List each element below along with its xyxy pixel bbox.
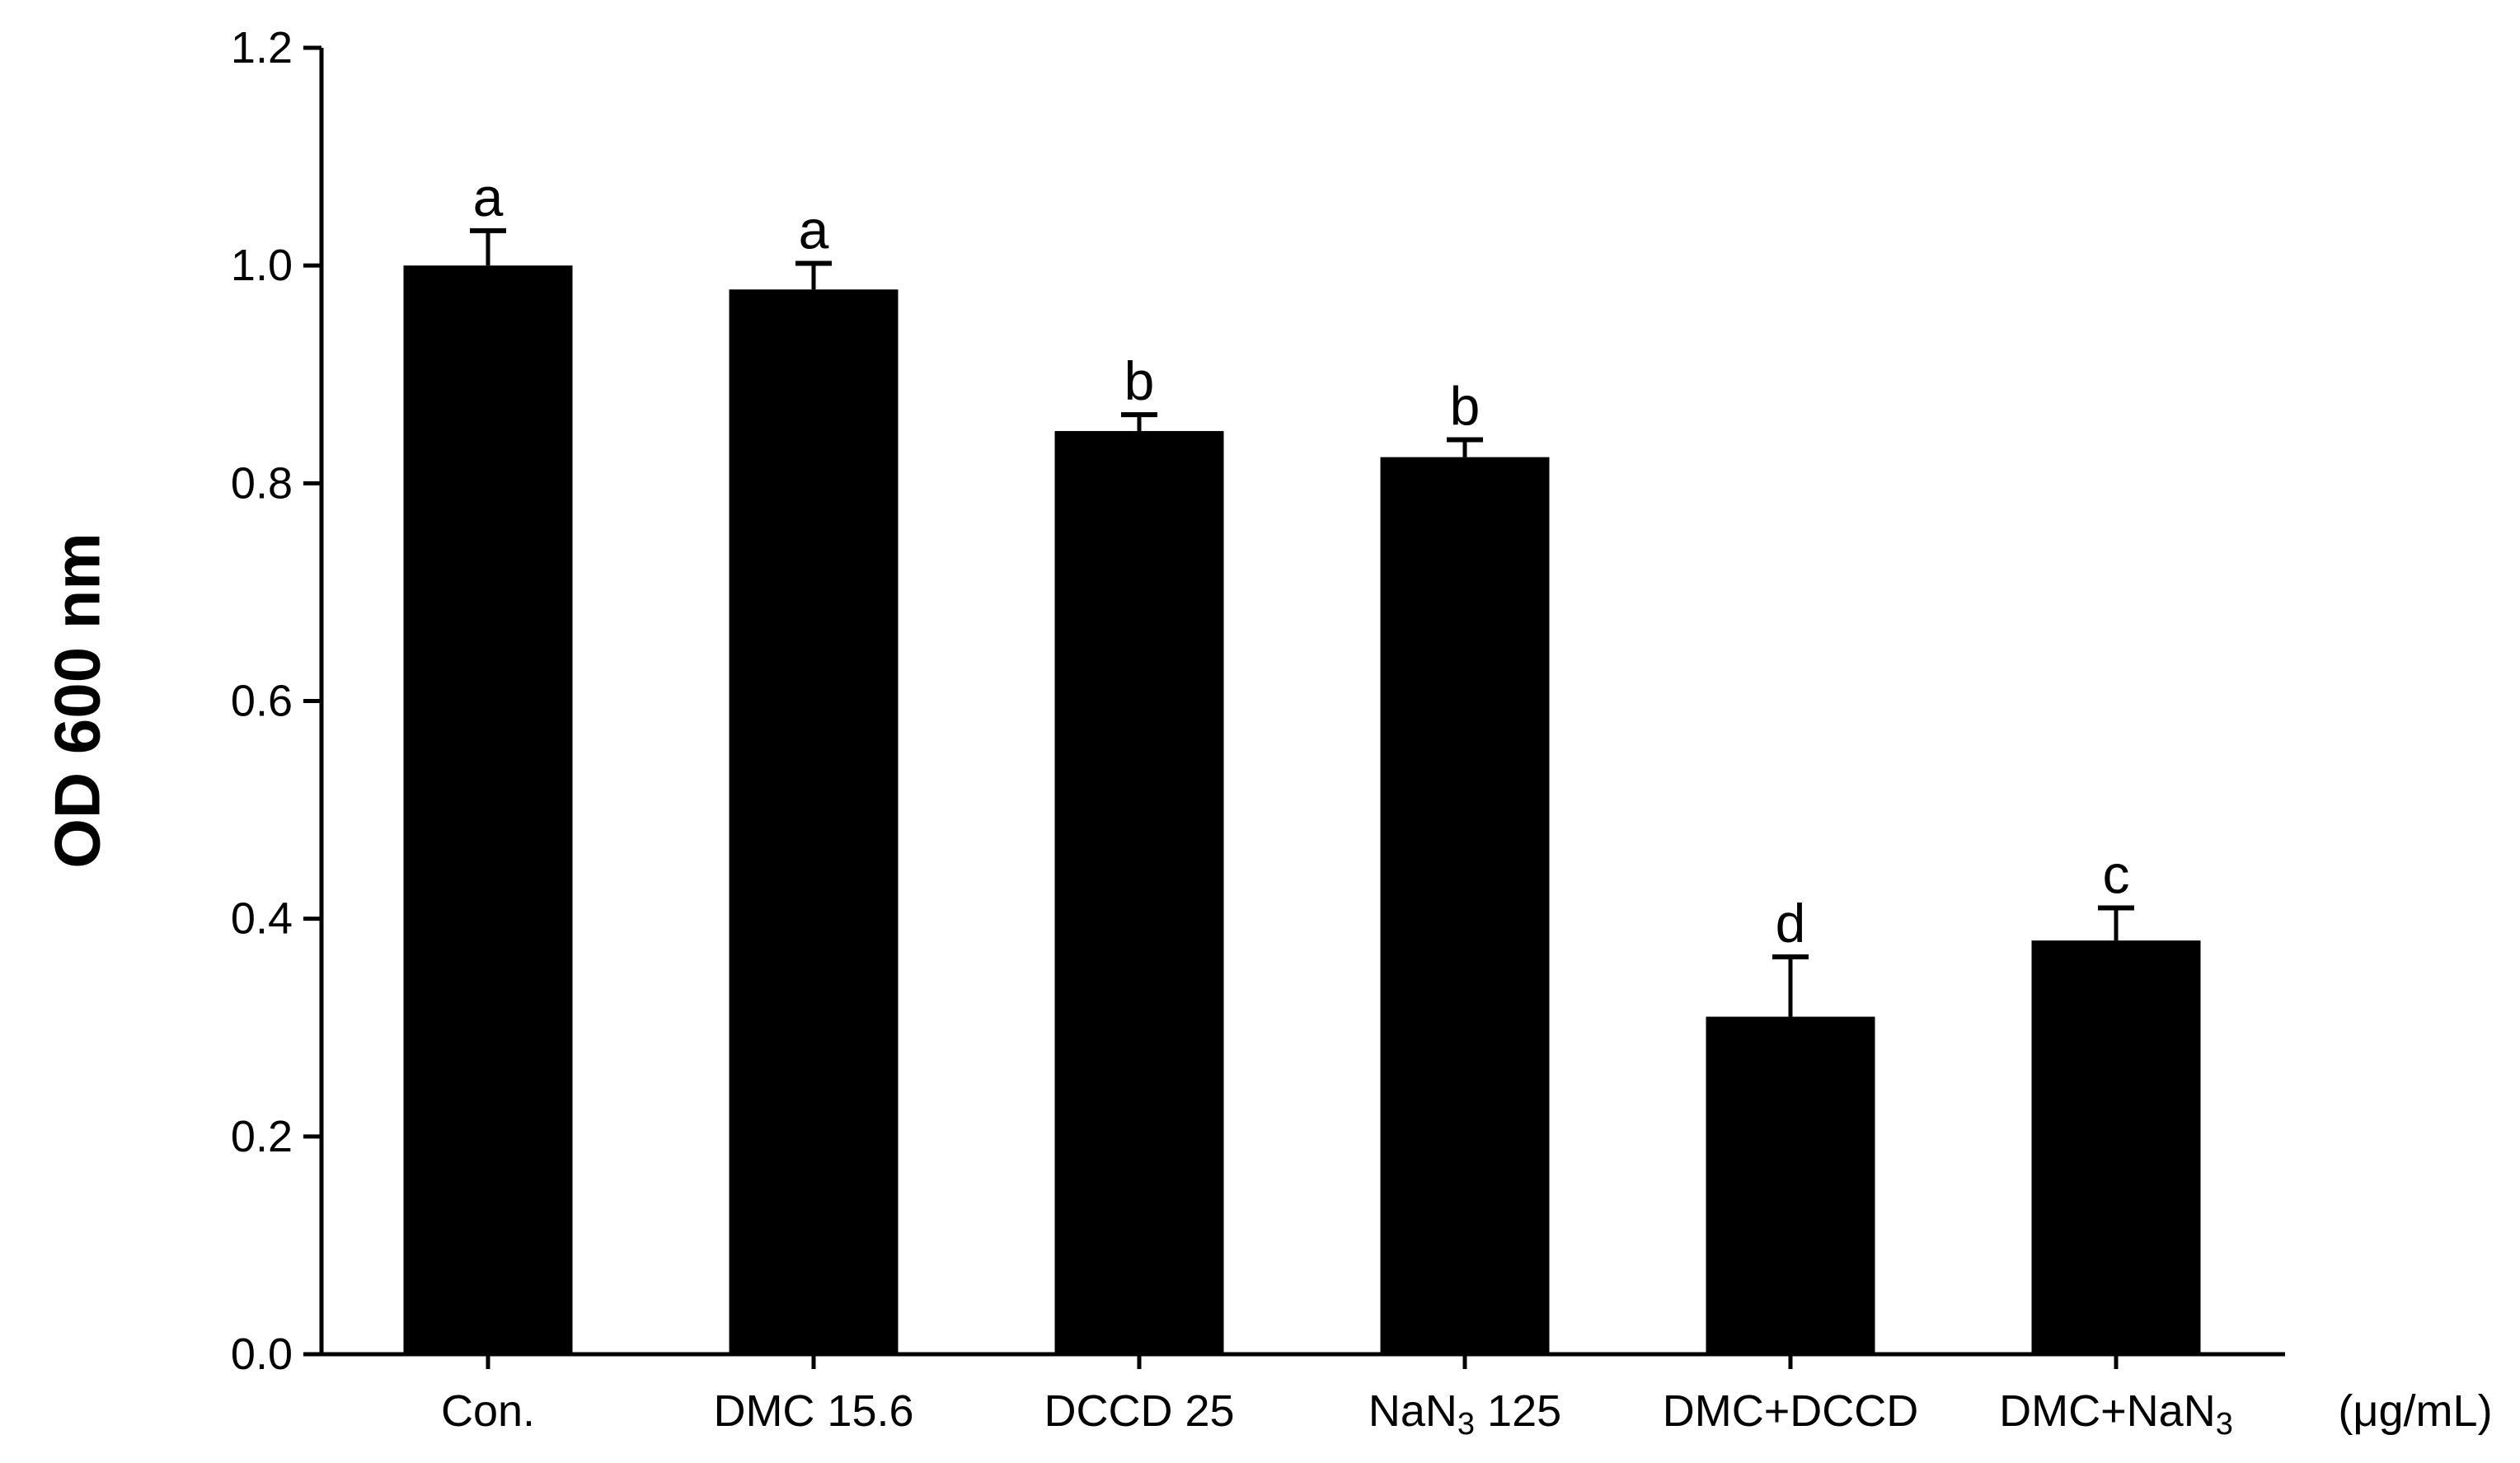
category-label-subscript: 3 xyxy=(1457,1407,1475,1442)
bar xyxy=(403,265,573,1355)
significance-label: b xyxy=(1450,376,1481,437)
significance-label: b xyxy=(1124,350,1155,411)
category-labels-layer: Con. DMC 15.6 DCCD 25 NaN3 125 DMC+DCCD DMC+N… xyxy=(441,1386,2233,1442)
category-label-main: Con. xyxy=(441,1386,535,1436)
bar xyxy=(1380,457,1550,1355)
y-ticks-layer: 0.0 0.2 0.4 0.6 0.8 1.0 1.2 xyxy=(231,23,2119,1379)
y-tick-label: 0.6 xyxy=(231,677,293,726)
bar xyxy=(2031,940,2201,1354)
category-label-main: DCCD 25 xyxy=(1044,1386,1234,1436)
category-label-rest: 125 xyxy=(1475,1386,1561,1436)
category-label: Con. xyxy=(441,1386,535,1436)
y-tick-label: 0.8 xyxy=(231,458,293,508)
unit-note: (μg/mL) xyxy=(2338,1386,2492,1436)
y-tick-label: 1.0 xyxy=(231,241,293,290)
bars-layer xyxy=(403,265,2201,1355)
category-label-main: DMC+DCCD xyxy=(1663,1386,1919,1436)
category-label: DMC+DCCD xyxy=(1663,1386,1919,1436)
bar xyxy=(1054,430,1224,1354)
category-label: DCCD 25 xyxy=(1044,1386,1234,1436)
significance-labels-layer: a a b b d c xyxy=(473,166,2130,954)
category-label-main: DMC+NaN xyxy=(1999,1386,2216,1436)
y-axis-title: OD 600 nm xyxy=(41,532,114,868)
error-bars-layer xyxy=(470,227,2134,1017)
category-label: DMC+NaN3 xyxy=(1999,1386,2233,1442)
bar xyxy=(1706,1016,1875,1354)
category-label-subscript: 3 xyxy=(2216,1407,2233,1442)
bar xyxy=(729,289,899,1355)
y-tick-label: 0.4 xyxy=(231,894,293,944)
y-tick-label: 0.2 xyxy=(231,1112,293,1161)
significance-label: c xyxy=(2103,843,2130,904)
category-label: DMC 15.6 xyxy=(713,1386,913,1436)
category-label: NaN3 125 xyxy=(1368,1386,1561,1442)
axes-layer xyxy=(319,48,2285,1357)
significance-label: d xyxy=(1776,893,1806,954)
category-label-main: NaN xyxy=(1368,1386,1457,1436)
significance-label: a xyxy=(799,199,829,260)
significance-label: a xyxy=(473,166,504,227)
category-label-main: DMC 15.6 xyxy=(713,1386,913,1436)
y-tick-label: 0.0 xyxy=(231,1329,293,1379)
y-tick-label: 1.2 xyxy=(231,23,293,73)
